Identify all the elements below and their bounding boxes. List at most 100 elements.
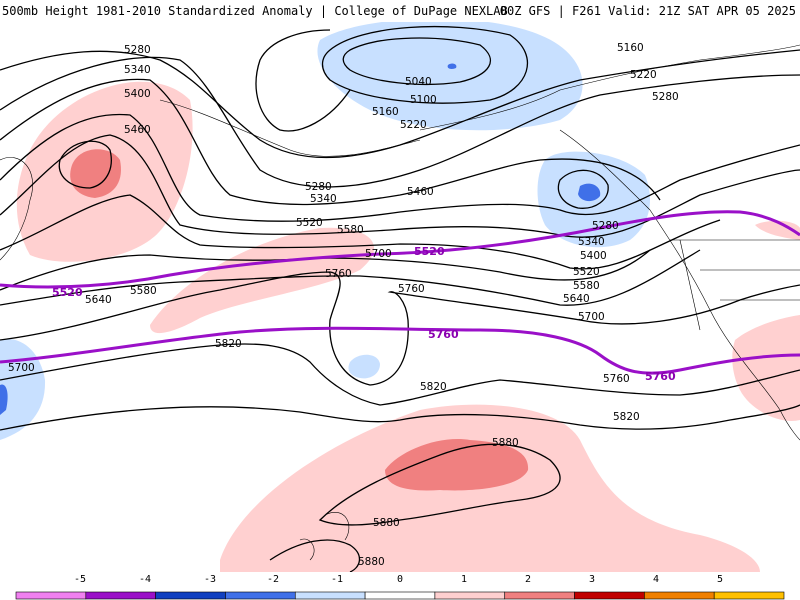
colorbar-swatch: [155, 591, 226, 600]
contour-label: 5580: [337, 224, 364, 236]
colorbar-tick-label: 3: [588, 574, 596, 585]
colorbar-swatch: [85, 591, 156, 600]
contour-closed-high: [58, 140, 112, 189]
colorbar-swatch: [364, 591, 436, 600]
contour-label: 5340: [578, 236, 605, 248]
colorbar-labels: -5 -4 -3 -2 -1 0 1 2 3 4 5: [0, 574, 800, 586]
colorbar-tick-label: -4: [138, 574, 152, 585]
negative-anomaly-area: [348, 354, 380, 379]
valid-time-title: 00Z GFS | F261 Valid: 21Z SAT APR 05 202…: [499, 4, 796, 18]
contour-label: 5100: [410, 94, 437, 106]
contour-label: 5640: [85, 294, 112, 306]
contour-label: 5880: [373, 517, 400, 529]
colorbar: [15, 591, 785, 600]
colorbar-tick-label: 1: [460, 574, 468, 585]
negative-anomaly-center: [578, 183, 601, 202]
contour-5160: [255, 29, 351, 132]
strong-positive-anomaly-area: [385, 439, 529, 491]
anomaly-shading: [0, 22, 800, 572]
climo-5760: [0, 326, 800, 375]
product-title: 500mb Height 1981-2010 Standardized Anom…: [2, 4, 508, 18]
colorbar-swatch: [644, 591, 715, 600]
contour-label: 5760: [325, 268, 352, 280]
contour-label: 5160: [372, 106, 399, 118]
contour-5820: [0, 404, 800, 431]
contour-5460: [0, 134, 800, 238]
contour-label: 5280: [652, 91, 679, 103]
colorbar-tick-label: -1: [330, 574, 344, 585]
colorbar-tick-label: -2: [266, 574, 280, 585]
contour-label: 5400: [580, 250, 607, 262]
contour-5100: [321, 25, 528, 104]
contour-label: 5280: [124, 44, 151, 56]
contour-label: 5220: [630, 69, 657, 81]
colorbar-swatch: [434, 591, 506, 600]
contour-label: 5340: [124, 64, 151, 76]
colorbar-swatch: [713, 591, 785, 600]
contour-label: 5400: [124, 88, 151, 100]
contour-label: 5820: [613, 411, 640, 423]
colorbar-tick-label: -3: [203, 574, 217, 585]
contour-5220: [0, 49, 800, 159]
contour-5400: [0, 113, 800, 222]
contour-label: 5700: [8, 362, 35, 374]
contour-label: 5580: [573, 280, 600, 292]
contour-5040: [342, 37, 492, 86]
negative-anomaly-area: [317, 22, 583, 131]
contour-5640: [0, 249, 701, 306]
climo-5520: [0, 210, 800, 289]
colorbar-swatch: [504, 591, 575, 600]
contour-label: 5280: [592, 220, 619, 232]
contour-label: 5880: [492, 437, 519, 449]
contour-label: 5520: [296, 217, 323, 229]
positive-anomaly-area: [732, 315, 800, 421]
colorbar-tick-label: -5: [73, 574, 87, 585]
contour-labels: 5280 5340 5400 5460 5040 5100 5160 5220 …: [8, 42, 679, 568]
contour-label: 5520: [573, 266, 600, 278]
colorbar-swatch: [294, 591, 366, 600]
contour-label: 5160: [617, 42, 644, 54]
contour-label: 5340: [310, 193, 337, 205]
climo-label: 5760: [428, 328, 459, 341]
contour-label: 5880: [358, 556, 385, 568]
colorbar-swatches: [15, 591, 785, 600]
colorbar-tick-label: 0: [396, 574, 404, 585]
contour-label: 5820: [215, 338, 242, 350]
contour-label: 5700: [578, 311, 605, 323]
contour-label: 5460: [124, 124, 151, 136]
contour-5280: [0, 56, 800, 188]
contour-5340: [0, 78, 661, 206]
negative-anomaly-center: [0, 384, 8, 415]
negative-anomaly-area: [0, 339, 46, 440]
colorbar-tick-label: 2: [524, 574, 532, 585]
weather-map: 5280 5340 5400 5460 5040 5100 5160 5220 …: [0, 22, 800, 572]
colorbar-swatch: [15, 591, 87, 600]
positive-anomaly-area: [150, 227, 375, 334]
contour-label: 5820: [420, 381, 447, 393]
contour-label: 5760: [603, 373, 630, 385]
climo-label: 5760: [645, 370, 676, 383]
contour-label: 5460: [407, 186, 434, 198]
contour-closed-low: [557, 169, 609, 209]
climo-label: 5520: [52, 286, 83, 299]
climo-label: 5520: [414, 245, 445, 258]
strong-positive-anomaly-area: [70, 149, 121, 198]
contour-5880: [318, 443, 561, 526]
contour-label: 5700: [365, 248, 392, 260]
contour-label: 5640: [563, 293, 590, 305]
contour-label: 5760: [398, 283, 425, 295]
colorbar-swatch: [574, 591, 645, 600]
contour-label: 5220: [400, 119, 427, 131]
colorbar-swatch: [225, 591, 296, 600]
colorbar-tick-label: 4: [652, 574, 660, 585]
positive-anomaly-area: [220, 404, 760, 572]
contour-5520: [0, 194, 721, 270]
negative-anomaly-center: [447, 63, 457, 69]
positive-anomaly-area: [755, 220, 800, 240]
colorbar-tick-label: 5: [716, 574, 724, 585]
contour-5760: [0, 343, 800, 406]
contour-label: 5040: [405, 76, 432, 88]
title-bar: 500mb Height 1981-2010 Standardized Anom…: [0, 0, 800, 22]
height-contours: [0, 25, 800, 572]
